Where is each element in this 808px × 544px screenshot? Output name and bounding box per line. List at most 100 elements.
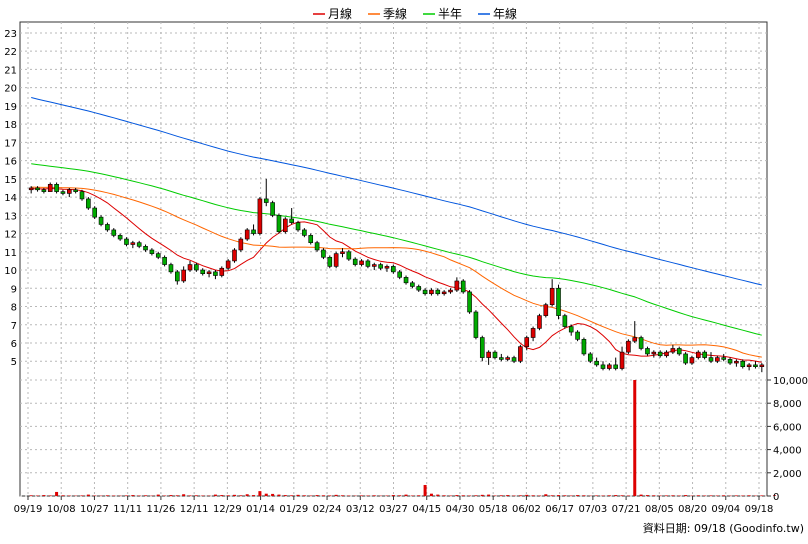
volume-bar	[748, 495, 751, 496]
candle-body	[283, 219, 287, 232]
volume-bar	[424, 485, 427, 496]
candle-body	[684, 354, 688, 363]
volume-bar	[81, 495, 84, 496]
candle-body	[741, 361, 745, 366]
candle-body	[404, 277, 408, 282]
candle-body	[563, 316, 567, 327]
candle-body	[290, 219, 294, 223]
price-tick-label: 9	[11, 284, 17, 295]
price-tick-label: 14	[4, 193, 17, 204]
price-tick-label: 19	[4, 102, 17, 113]
volume-bar	[709, 495, 712, 496]
time-tick-label: 08/05	[645, 504, 674, 515]
price-tick-label: 17	[4, 138, 17, 149]
volume-tick-label: 2,000	[773, 469, 802, 480]
volume-bar	[436, 495, 439, 496]
volume-bar	[462, 495, 465, 496]
candle-body	[144, 246, 148, 250]
volume-bar	[125, 495, 128, 496]
candle-body	[582, 339, 586, 354]
volume-bar	[131, 495, 134, 496]
volume-bar	[633, 380, 636, 496]
volume-bar	[455, 495, 458, 496]
volume-bar	[189, 495, 192, 496]
volume-bar	[563, 495, 566, 496]
volume-bar	[30, 495, 33, 496]
volume-bar	[303, 495, 306, 496]
time-tick-label: 09/18	[745, 504, 774, 515]
price-tick-label: 10	[4, 266, 17, 277]
candle-body	[391, 266, 395, 271]
candle-body	[29, 188, 33, 190]
price-tick-label: 15	[4, 175, 17, 186]
candle-body	[607, 365, 611, 369]
volume-tick-label: 4,000	[773, 446, 802, 457]
volume-bar	[608, 495, 611, 496]
candle-body	[468, 292, 472, 312]
candle-body	[512, 358, 516, 362]
volume-bar	[532, 495, 535, 496]
candle-body	[715, 358, 719, 362]
legend-label: 月線	[328, 6, 352, 21]
candle-body	[296, 223, 300, 230]
volume-bar	[277, 495, 280, 496]
volume-bar	[557, 495, 560, 496]
volume-bar	[360, 495, 363, 496]
price-tick-label: 6	[11, 339, 17, 350]
volume-bar	[42, 495, 45, 496]
candle-body	[334, 254, 338, 267]
candle-body	[194, 265, 198, 270]
candle-body	[480, 338, 484, 358]
time-tick-label: 10/27	[80, 504, 109, 515]
candle-body	[80, 192, 84, 199]
candle-body	[245, 230, 249, 239]
candle-body	[150, 250, 154, 254]
candle-body	[271, 203, 275, 216]
candle-body	[665, 352, 669, 356]
candle-body	[652, 352, 656, 354]
time-tick-label: 03/27	[379, 504, 408, 515]
candle-body	[417, 286, 421, 290]
volume-bar	[227, 495, 230, 496]
candle-body	[544, 305, 548, 316]
candle-body	[360, 261, 364, 265]
candle-body	[442, 292, 446, 294]
candle-body	[372, 265, 376, 267]
volume-bar	[214, 495, 217, 496]
volume-bar	[735, 495, 738, 496]
candle-body	[455, 281, 459, 290]
candle-body	[506, 358, 510, 360]
candle-body	[74, 190, 78, 192]
candle-body	[137, 243, 141, 247]
candle-body	[550, 288, 554, 304]
volume-bar	[239, 495, 242, 496]
time-tick-label: 06/02	[512, 504, 541, 515]
candle-body	[124, 239, 128, 244]
candle-body	[633, 338, 637, 342]
candle-body	[728, 359, 732, 363]
candle-body	[474, 312, 478, 338]
time-tick-label: 10/08	[47, 504, 76, 515]
candle-body	[429, 290, 433, 294]
volume-bar	[621, 495, 624, 496]
footer-source: 資料日期: 09/18 (Goodinfo.tw)	[643, 521, 804, 535]
volume-bar	[417, 495, 420, 496]
candle-body	[557, 288, 561, 315]
volume-bar	[49, 495, 52, 496]
candle-body	[658, 352, 662, 356]
candle-body	[703, 352, 707, 357]
volume-bar	[398, 495, 401, 496]
candle-body	[36, 188, 40, 190]
candle-body	[734, 361, 738, 363]
candle-body	[709, 358, 713, 362]
volume-bar	[405, 495, 408, 496]
candle-body	[493, 352, 497, 357]
volume-bar	[169, 495, 172, 496]
volume-bar	[519, 495, 522, 496]
candle-body	[201, 270, 205, 274]
volume-bar	[665, 495, 668, 496]
candle-body	[696, 352, 700, 357]
candle-body	[518, 347, 522, 362]
time-tick-label: 09/19	[14, 504, 43, 515]
